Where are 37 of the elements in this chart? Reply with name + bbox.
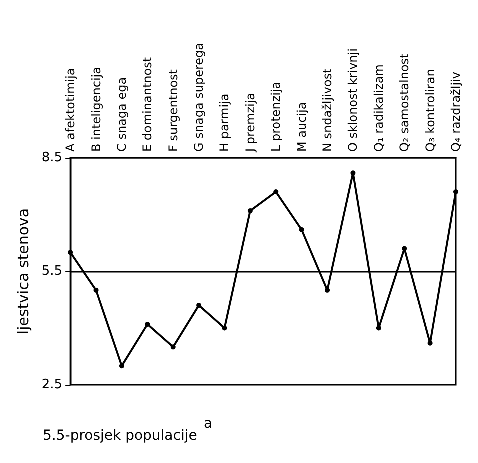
x-tick-label: Q₁ radikalizam [372, 64, 386, 152]
point [248, 208, 253, 214]
x-tick-label: B inteligencija [89, 67, 104, 152]
x-tick-label: Q₃ kontroliran [423, 69, 438, 152]
point [274, 190, 279, 195]
x-tick-label: H parmija [218, 94, 232, 152]
point [454, 190, 458, 195]
point [68, 250, 74, 256]
x-tick-label: M aucija [294, 102, 309, 152]
x-tick-label: Q₂ samostalnost [398, 53, 412, 152]
x-tick-label: O sklonost krivnji [346, 48, 360, 152]
y-tick-label: 8.5 [42, 150, 63, 166]
point [402, 246, 408, 252]
point [222, 326, 228, 331]
y-tick-label: 5.5 [42, 264, 63, 279]
x-tick-label: C snaga ega [114, 77, 129, 152]
point [94, 288, 99, 293]
y-axis-title: ljestvica stenova [14, 208, 32, 335]
point [170, 344, 176, 350]
x-tick-label: A afektotimija [64, 68, 78, 152]
x-tick-label: J premzija [243, 92, 258, 153]
point [196, 303, 202, 308]
x-tick-label: E dominantnost [140, 57, 155, 152]
text: a [204, 416, 213, 432]
point [145, 322, 150, 327]
x-tick-label: N sndažljivost [320, 68, 335, 152]
point [299, 227, 304, 232]
point [119, 364, 124, 369]
y-tick-label: 2.5 [42, 378, 63, 392]
text: 5.5-prosjek populacije [43, 428, 198, 444]
point [428, 340, 433, 346]
x-tick-label: F surgentnost [166, 69, 180, 152]
x-tick-label: Q₄ razdražljiv [449, 72, 463, 152]
point [376, 326, 382, 331]
x-tick-label: G snaga superega [192, 43, 206, 152]
point [350, 170, 356, 176]
x-tick-label: L protenzija [269, 82, 284, 152]
